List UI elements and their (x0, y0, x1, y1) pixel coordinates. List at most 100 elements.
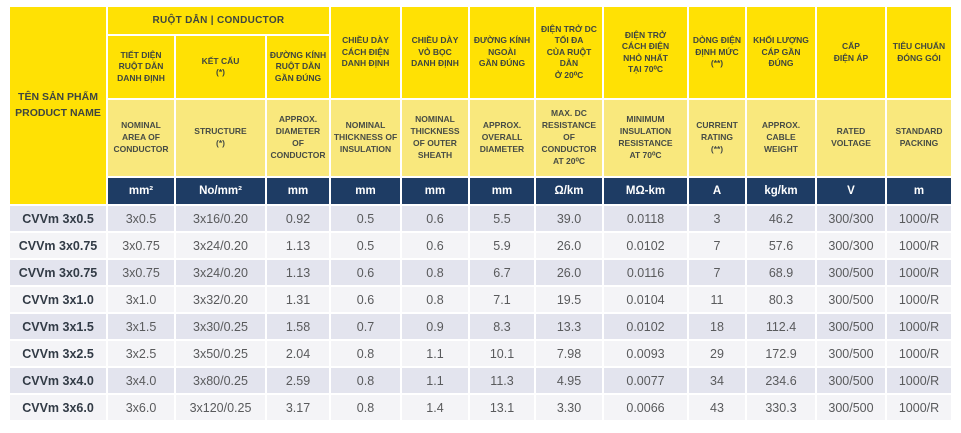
data-cell: 1.13 (267, 233, 329, 258)
data-cell: 3 (689, 206, 745, 231)
data-cell: 3x30/0.25 (176, 314, 265, 339)
col-header-en: NOMINAL THICKNESS OF OUTER SHEATH (402, 100, 468, 176)
data-cell: 1.13 (267, 260, 329, 285)
unit-cell: mm (267, 178, 329, 204)
unit-cell: No/mm² (176, 178, 265, 204)
data-cell: 300/300 (817, 233, 885, 258)
data-cell: 7 (689, 260, 745, 285)
col-header-vi: CHIỀU DÀY VỎ BỌC DANH ĐỊNH (402, 7, 468, 98)
data-cell: 0.0066 (604, 395, 687, 420)
data-cell: 3x16/0.20 (176, 206, 265, 231)
product-name-cell: CVVm 3x1.5 (10, 314, 106, 339)
col-header-vi: KẾT CẤU (*) (176, 36, 265, 98)
data-cell: 300/500 (817, 341, 885, 366)
data-cell: 8.3 (470, 314, 534, 339)
table-row: CVVm 3x2.5 3x2.5 3x50/0.25 2.04 0.8 1.1 10.1 7.… (10, 341, 951, 366)
data-cell: 0.8 (331, 395, 400, 420)
data-cell: 1000/R (887, 260, 951, 285)
product-name-cell: CVVm 3x0.75 (10, 233, 106, 258)
table-header: TÊN SẢN PHẨM PRODUCT NAME RUỘT DẪN | CONDU… (10, 7, 951, 204)
data-cell: 3x24/0.20 (176, 233, 265, 258)
data-cell: 5.5 (470, 206, 534, 231)
data-cell: 11.3 (470, 368, 534, 393)
data-cell: 0.6 (331, 287, 400, 312)
data-cell: 0.0102 (604, 314, 687, 339)
data-cell: 7.1 (470, 287, 534, 312)
data-cell: 1000/R (887, 368, 951, 393)
data-cell: 18 (689, 314, 745, 339)
data-cell: 300/500 (817, 260, 885, 285)
data-cell: 80.3 (747, 287, 815, 312)
data-cell: 4.95 (536, 368, 602, 393)
data-cell: 0.0093 (604, 341, 687, 366)
product-name-cell: CVVm 3x0.75 (10, 260, 106, 285)
unit-cell: mm (331, 178, 400, 204)
header-row-english: NOMINAL AREA OF CONDUCTOR STRUCTURE (*) AP… (10, 100, 951, 176)
col-header-en: RATED VOLTAGE (817, 100, 885, 176)
data-cell: 3x4.0 (108, 368, 174, 393)
data-cell: 3x1.5 (108, 314, 174, 339)
col-header-en: MINIMUM INSULATION RESISTANCE AT 70⁰C (604, 100, 687, 176)
col-header-en: APPROX. CABLE WEIGHT (747, 100, 815, 176)
data-cell: 57.6 (747, 233, 815, 258)
data-cell: 3x6.0 (108, 395, 174, 420)
data-cell: 0.0118 (604, 206, 687, 231)
product-name-cell: CVVm 3x2.5 (10, 341, 106, 366)
data-cell: 0.6 (402, 233, 468, 258)
data-cell: 19.5 (536, 287, 602, 312)
data-cell: 300/300 (817, 206, 885, 231)
unit-cell: kg/km (747, 178, 815, 204)
data-cell: 0.8 (331, 368, 400, 393)
data-cell: 3x80/0.25 (176, 368, 265, 393)
data-cell: 330.3 (747, 395, 815, 420)
col-header-en: APPROX. DIAMETER OF CONDUCTOR (267, 100, 329, 176)
table-row: CVVm 3x0.75 3x0.75 3x24/0.20 1.13 0.5 0.6 5.9 2… (10, 233, 951, 258)
data-cell: 0.9 (402, 314, 468, 339)
data-cell: 7.98 (536, 341, 602, 366)
header-row-group: TÊN SẢN PHẨM PRODUCT NAME RUỘT DẪN | CONDU… (10, 7, 951, 204)
data-cell: 1.1 (402, 368, 468, 393)
data-cell: 1000/R (887, 341, 951, 366)
data-cell: 39.0 (536, 206, 602, 231)
table-row: CVVm 3x1.0 3x1.0 3x32/0.20 1.31 0.6 0.8 7.1 19.… (10, 287, 951, 312)
header-row-vietnamese: TIẾT DIỆN RUỘT DẪN DANH ĐỊNH KẾT CẤU (*) Đ… (10, 36, 951, 98)
data-cell: 300/500 (817, 368, 885, 393)
data-cell: 0.8 (402, 287, 468, 312)
conductor-group-header: RUỘT DẪN | CONDUCTOR (108, 7, 329, 34)
product-name-cell: CVVm 3x1.0 (10, 287, 106, 312)
data-cell: 300/500 (817, 287, 885, 312)
data-cell: 3x0.5 (108, 206, 174, 231)
data-cell: 2.04 (267, 341, 329, 366)
data-cell: 0.8 (331, 341, 400, 366)
col-header-en: NOMINAL THICKNESS OF INSULATION (331, 100, 400, 176)
data-cell: 1000/R (887, 287, 951, 312)
col-header-vi: DÒNG ĐIỆN ĐỊNH MỨC (**) (689, 7, 745, 98)
col-header-en: APPROX. OVERALL DIAMETER (470, 100, 534, 176)
data-cell: 1.1 (402, 341, 468, 366)
data-cell: 1.4 (402, 395, 468, 420)
data-cell: 1000/R (887, 206, 951, 231)
data-cell: 3x120/0.25 (176, 395, 265, 420)
col-header-vi: ĐIỆN TRỞ CÁCH ĐIỆN NHỎ NHẤT TẠI 70⁰C (604, 7, 687, 98)
product-name-cell: CVVm 3x6.0 (10, 395, 106, 420)
unit-cell: mm (470, 178, 534, 204)
data-cell: 1000/R (887, 395, 951, 420)
data-cell: 11 (689, 287, 745, 312)
data-cell: 0.7 (331, 314, 400, 339)
data-cell: 3x1.0 (108, 287, 174, 312)
data-cell: 172.9 (747, 341, 815, 366)
col-header-vi: ĐƯỜNG KÍNH NGOÀI GẦN ĐÚNG (470, 7, 534, 98)
data-cell: 3x32/0.20 (176, 287, 265, 312)
data-cell: 1000/R (887, 233, 951, 258)
product-column-header: TÊN SẢN PHẨM PRODUCT NAME (10, 7, 106, 204)
table-row: CVVm 3x6.0 3x6.0 3x120/0.25 3.17 0.8 1.4 13.1 3… (10, 395, 951, 420)
data-cell: 13.1 (470, 395, 534, 420)
unit-cell: mm² (108, 178, 174, 204)
data-cell: 3x24/0.20 (176, 260, 265, 285)
col-header-vi: TIẾT DIỆN RUỘT DẪN DANH ĐỊNH (108, 36, 174, 98)
data-cell: 0.6 (402, 206, 468, 231)
data-cell: 3.30 (536, 395, 602, 420)
table-row: CVVm 3x0.5 3x0.5 3x16/0.20 0.92 0.5 0.6 5.5 39.… (10, 206, 951, 231)
data-cell: 43 (689, 395, 745, 420)
